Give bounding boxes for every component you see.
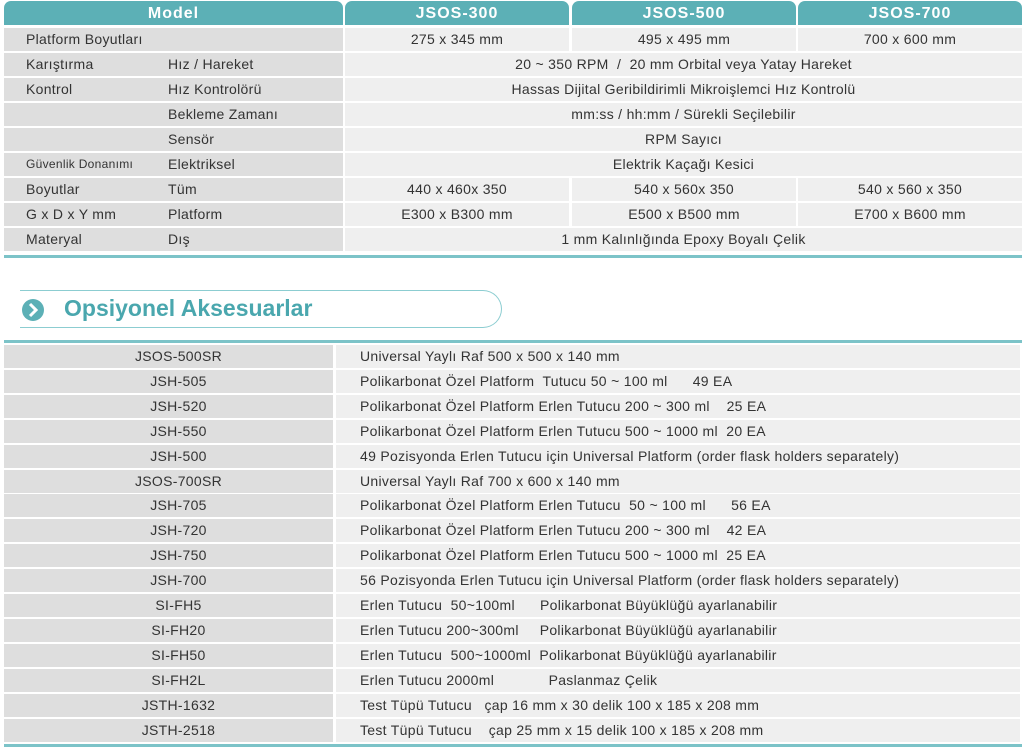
row-sublabel: Dış [168, 231, 190, 247]
divider [4, 744, 1022, 747]
accessory-description: Erlen Tutucu 2000ml Paslanmaz Çelik [336, 668, 1020, 692]
accessory-description: Test Tüpü Tutucu çap 16 mm x 30 delik 10… [336, 693, 1020, 717]
header-cell: JSOS-700 [798, 1, 1022, 25]
row-label: Platform Boyutları [4, 28, 343, 51]
accessory-code: SI-FH5 [4, 594, 333, 617]
accessory-code: JSH-700 [4, 569, 333, 593]
value-cell: RPM Sayıcı [345, 128, 1022, 151]
accessory-code: JSH-500 [4, 444, 333, 468]
row-sublabel: Tüm [168, 181, 197, 197]
header-cell: Model [4, 1, 343, 25]
row-sublabel: Elektriksel [168, 156, 236, 172]
row-label: Kontrol [4, 78, 343, 101]
value-cell: 495 x 495 mm [572, 28, 796, 51]
accessory-code: JSOS-500SR [4, 345, 333, 368]
value-cell: 700 x 600 mm [798, 28, 1022, 51]
arrow-icon [22, 299, 44, 321]
accessory-description: Polikarbonat Özel Platform Tutucu 50 ~ 1… [336, 369, 1020, 393]
accessory-description: 56 Pozisyonda Erlen Tutucu için Universa… [336, 569, 1020, 593]
value-cell: 275 x 345 mm [345, 28, 569, 51]
row-label: Karıştırma [4, 53, 343, 76]
value-cell: 540 x 560x 350 [572, 178, 796, 201]
accessory-code: JSTH-1632 [4, 693, 333, 717]
row-label: Boyutlar [4, 178, 343, 201]
accessory-description: Polikarbonat Özel Platform Erlen Tutucu … [336, 394, 1020, 418]
value-cell: E300 x B300 mm [345, 203, 569, 226]
accessory-description: Polikarbonat Özel Platform Erlen Tutucu … [336, 419, 1020, 443]
value-cell: 440 x 460x 350 [345, 178, 569, 201]
accessory-description: 49 Pozisyonda Erlen Tutucu için Universa… [336, 444, 1020, 468]
accessory-code: SI-FH20 [4, 618, 333, 642]
divider [4, 340, 1022, 343]
accessory-code: JSH-550 [4, 419, 333, 443]
value-cell: E700 x B600 mm [798, 203, 1022, 226]
accessory-code: JSH-750 [4, 544, 333, 568]
accessory-description: Polikarbonat Özel Platform Erlen Tutucu … [336, 519, 1020, 543]
accessory-code: SI-FH2L [4, 668, 333, 692]
row-sublabel: Hız Kontrolörü [168, 81, 262, 97]
value-cell: 540 x 560 x 350 [798, 178, 1022, 201]
accessory-code: SI-FH50 [4, 643, 333, 667]
divider [4, 255, 1022, 258]
value-cell: Elektrik Kaçağı Kesici [345, 153, 1022, 176]
row-sublabel: Sensör [168, 131, 215, 147]
accessory-code: JSH-505 [4, 369, 333, 393]
value-cell: 1 mm Kalınlığında Epoxy Boyalı Çelik [345, 228, 1022, 251]
accessory-description: Erlen Tutucu 200~300ml Polikarbonat Büyü… [336, 618, 1020, 642]
value-cell: E500 x B500 mm [572, 203, 796, 226]
row-label: Güvenlik Donanımı [4, 153, 343, 176]
accessory-code: JSH-705 [4, 494, 333, 518]
row-sublabel: Hız / Hareket [168, 56, 254, 72]
header-cell: JSOS-300 [345, 1, 569, 25]
row-label [4, 128, 343, 151]
value-cell: Hassas Dijital Geribildirimli Mikroişlem… [345, 78, 1022, 101]
row-sublabel: Bekleme Zamanı [168, 106, 279, 122]
section-pill [20, 290, 502, 328]
value-cell: mm:ss / hh:mm / Sürekli Seçilebilir [345, 103, 1022, 126]
value-cell: 20 ~ 350 RPM / 20 mm Orbital veya Yatay … [345, 53, 1022, 76]
row-label: G x D x Y mm [4, 203, 343, 226]
row-label: Materyal [4, 228, 343, 251]
accessory-description: Test Tüpü Tutucu çap 25 mm x 15 delik 10… [336, 718, 1020, 742]
accessory-description: Erlen Tutucu 500~1000ml Polikarbonat Büy… [336, 643, 1020, 667]
accessory-description: Polikarbonat Özel Platform Erlen Tutucu … [336, 494, 1020, 518]
section-title: Opsiyonel Aksesuarlar [64, 295, 313, 321]
accessory-description: Erlen Tutucu 50~100ml Polikarbonat Büyük… [336, 594, 1020, 617]
accessory-code: JSOS-700SR [4, 469, 333, 493]
accessory-code: JSTH-2518 [4, 718, 333, 742]
header-cell: JSOS-500 [572, 1, 796, 25]
accessory-description: Universal Yaylı Raf 700 x 600 x 140 mm [336, 469, 1020, 493]
accessory-description: Polikarbonat Özel Platform Erlen Tutucu … [336, 544, 1020, 568]
row-label [4, 103, 343, 126]
row-sublabel: Platform [168, 206, 223, 222]
accessory-code: JSH-520 [4, 394, 333, 418]
accessory-code: JSH-720 [4, 519, 333, 543]
accessory-description: Universal Yaylı Raf 500 x 500 x 140 mm [336, 345, 1020, 368]
